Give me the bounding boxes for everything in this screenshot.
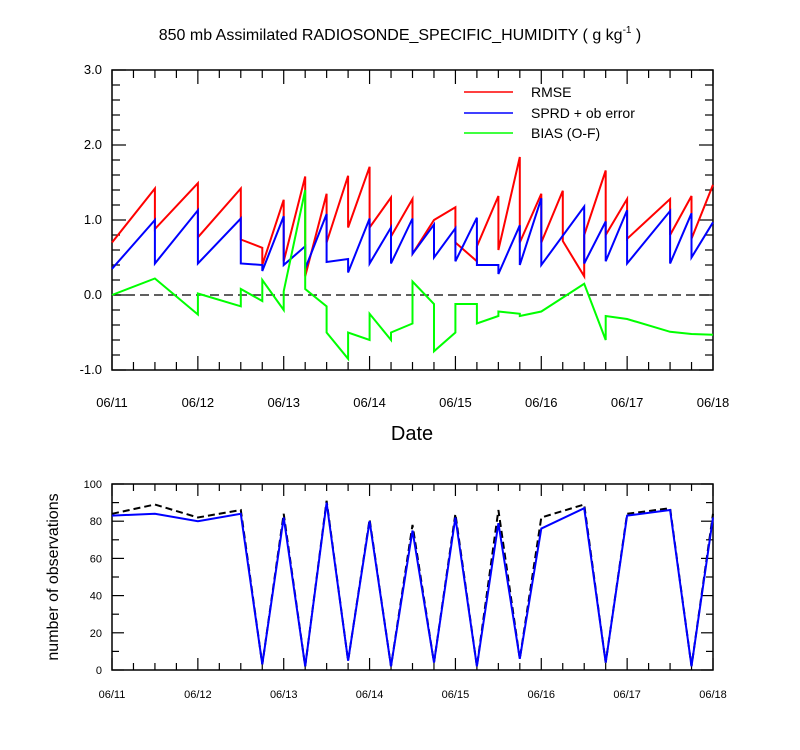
y-tick-label: 40 (90, 591, 102, 603)
y-tick-label: 3.0 (84, 62, 102, 77)
x-tick-label: 06/13 (267, 395, 300, 410)
series-line-assimilated-observations (111, 502, 714, 667)
series-line-sprd-ob-error (111, 197, 714, 275)
series-line-total-observations (111, 500, 714, 667)
y-tick-label: 2.0 (84, 137, 102, 152)
x-tick-label: 06/12 (182, 395, 215, 410)
y-tick-label: 1.0 (84, 212, 102, 227)
x-tick-label: 06/17 (611, 395, 644, 410)
x-tick-label: 06/11 (99, 689, 126, 701)
x-tick-label: 06/18 (697, 395, 730, 410)
chart-title-suffix: ) (631, 27, 641, 44)
x-tick-label: 06/14 (356, 689, 384, 701)
top-chart-panel: 06/11 06/12 06/13 06/14 06/15 06/16 06/17 06/18… (80, 62, 730, 445)
x-tick-label: 06/12 (184, 689, 212, 701)
y-tick-label: 0.0 (84, 287, 102, 302)
bottom-plot-frame (111, 483, 714, 671)
series-line-bias-o-f (111, 189, 714, 362)
x-tick-label: 06/15 (442, 689, 470, 701)
bottom-chart-panel: 06/11 06/12 06/13 06/14 06/15 06/16 06/17 06/18… (45, 479, 727, 701)
y-tick-label: 100 (84, 479, 102, 491)
y-tick-label: 80 (90, 516, 102, 528)
x-tick-label: 06/14 (353, 395, 386, 410)
y-tick-label: 60 (90, 553, 102, 565)
legend-sprd-label: SPRD + ob error (531, 105, 635, 121)
legend-bias-label: BIAS (O-F) (531, 125, 600, 141)
series-line-rmse (111, 156, 714, 280)
legend-rmse-label: RMSE (531, 84, 571, 100)
y-tick-label: 20 (90, 628, 102, 640)
chart-title-superscript: -1 (623, 25, 632, 36)
x-tick-label: 06/11 (96, 395, 128, 410)
x-tick-label: 06/17 (613, 689, 641, 701)
chart-title-main: 850 mb Assimilated RADIOSONDE_SPECIFIC_H… (159, 27, 623, 44)
x-axis-label: Date (391, 423, 433, 445)
y-tick-label: -1.0 (80, 362, 102, 377)
x-tick-label: 06/13 (270, 689, 298, 701)
y-tick-label: 0 (96, 665, 102, 677)
x-tick-label: 06/18 (699, 689, 727, 701)
chart-title: 850 mb Assimilated RADIOSONDE_SPECIFIC_H… (159, 25, 642, 44)
x-tick-label: 06/15 (439, 395, 472, 410)
x-tick-label: 06/16 (528, 689, 556, 701)
x-tick-label: 06/16 (525, 395, 558, 410)
y-axis-label-observations: number of observations (45, 493, 62, 660)
